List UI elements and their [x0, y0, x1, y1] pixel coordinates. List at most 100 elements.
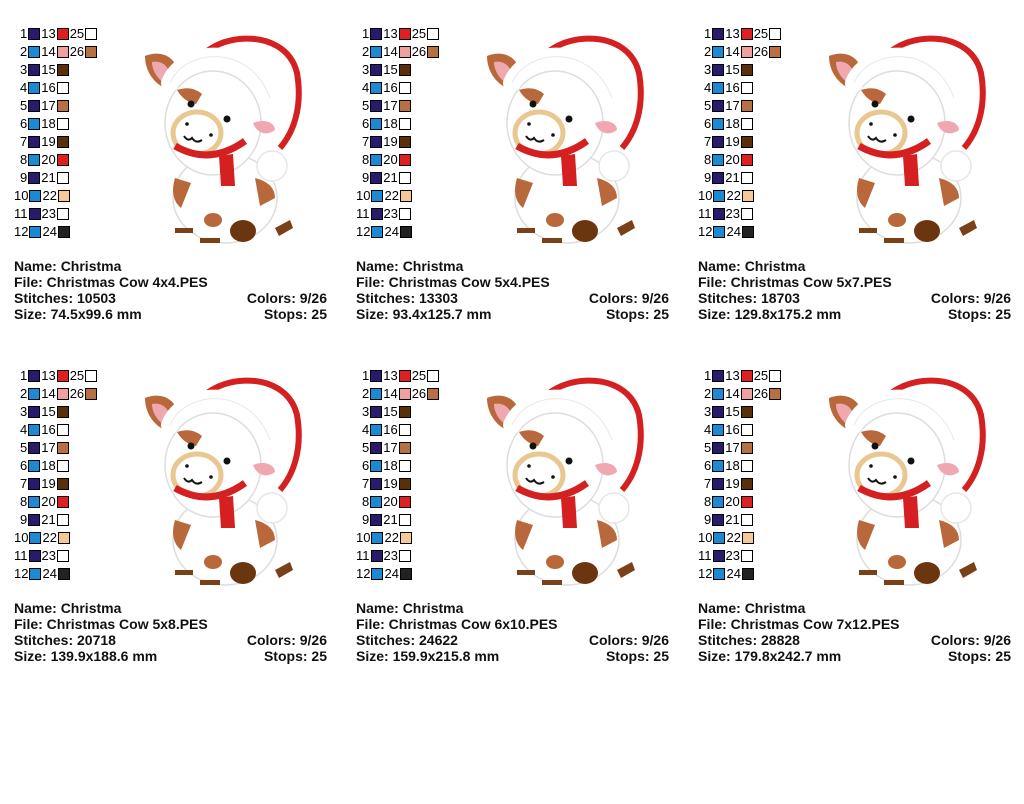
color-swatch: [370, 496, 383, 508]
color-swatch: [398, 82, 411, 94]
color-index: 25: [753, 26, 769, 41]
color-swatch-row: 3 15: [704, 62, 753, 78]
color-swatch: [398, 46, 411, 58]
color-swatch-row: 1 13 25: [20, 368, 98, 384]
color-swatch: [741, 568, 754, 580]
color-swatch-row: 9 21: [20, 512, 69, 528]
color-swatch: [398, 172, 411, 184]
color-index: 23: [725, 206, 740, 221]
color-index: 19: [41, 134, 56, 149]
color-swatch: [29, 568, 42, 580]
color-index: 10: [14, 530, 29, 545]
color-swatch-row: 5 17: [20, 440, 69, 456]
color-swatch: [28, 460, 41, 472]
color-swatch: [740, 118, 753, 130]
color-swatch: [712, 424, 725, 436]
color-swatch: [398, 460, 411, 472]
color-swatch: [712, 100, 725, 112]
size-field: Size: 139.9x188.6 mm: [14, 648, 158, 664]
color-swatch: [56, 208, 69, 220]
color-swatch: [28, 370, 41, 382]
color-swatch: [56, 478, 69, 490]
color-swatch-row: 4 16: [362, 422, 411, 438]
design-card: 1 13 25 2 14 26 3 15 4 16 5 17 6 18 7 19 8 20 9 21 10 22 11 23 1…: [0, 342, 342, 684]
color-index: 13: [383, 26, 398, 41]
color-swatch: [56, 424, 69, 436]
color-index: 12: [356, 566, 371, 581]
stitches-field: Stitches: 24622: [356, 632, 458, 648]
color-swatch: [57, 568, 70, 580]
size-field: Size: 93.4x125.7 mm: [356, 306, 492, 322]
color-swatch: [740, 388, 753, 400]
color-index: 11: [14, 206, 28, 221]
color-swatch-row: 4 16: [362, 80, 411, 96]
color-index: 9: [704, 170, 712, 185]
color-swatch-row: 8 20: [704, 152, 753, 168]
color-index: 25: [411, 26, 427, 41]
color-index: 21: [41, 512, 56, 527]
color-swatch: [28, 496, 41, 508]
color-index: 5: [362, 98, 370, 113]
color-index: 4: [362, 80, 370, 95]
stitches-field: Stitches: 10503: [14, 290, 116, 306]
color-swatch: [427, 46, 440, 58]
color-index: 25: [69, 368, 85, 383]
color-swatch: [370, 424, 383, 436]
color-index: 19: [383, 134, 398, 149]
colors-field: Colors: 9/26: [588, 290, 669, 306]
color-swatch: [712, 496, 725, 508]
color-swatch: [370, 82, 383, 94]
color-swatch-row: 8 20: [362, 152, 411, 168]
color-swatch: [712, 118, 725, 130]
color-index: 2: [20, 44, 28, 59]
color-index: 26: [69, 386, 85, 401]
color-swatch: [28, 118, 41, 130]
color-swatch-row: 5 17: [362, 440, 411, 456]
color-index: 3: [704, 404, 712, 419]
stops-field: Stops: 25: [605, 306, 669, 322]
color-swatch: [56, 136, 69, 148]
color-swatch: [28, 172, 41, 184]
color-swatch: [29, 226, 42, 238]
color-swatch: [398, 388, 411, 400]
embroidery-preview: [819, 370, 999, 592]
color-swatch: [427, 28, 440, 40]
color-swatch-row: 3 15: [362, 62, 411, 78]
color-index: 15: [383, 404, 398, 419]
color-swatch: [370, 388, 383, 400]
color-index: 19: [725, 476, 740, 491]
embroidery-preview: [477, 370, 657, 592]
color-swatch: [28, 406, 41, 418]
color-swatch: [56, 28, 69, 40]
color-index: 6: [704, 458, 712, 473]
color-swatch: [398, 136, 411, 148]
name-field: Name: Christma: [698, 600, 806, 616]
color-index: 14: [41, 386, 56, 401]
color-swatch-row: 8 20: [20, 494, 69, 510]
color-index: 18: [725, 116, 740, 131]
color-swatch: [56, 172, 69, 184]
color-swatch: [56, 64, 69, 76]
color-index: 24: [384, 224, 399, 239]
color-swatch: [740, 514, 753, 526]
color-swatch-row: 7 19: [704, 476, 753, 492]
color-swatch: [712, 550, 725, 562]
color-swatch: [28, 82, 41, 94]
color-swatch: [740, 424, 753, 436]
color-swatch-row: 5 17: [704, 440, 753, 456]
color-index: 5: [362, 440, 370, 455]
color-index: 12: [698, 566, 713, 581]
color-index: 12: [698, 224, 713, 239]
color-index: 2: [20, 386, 28, 401]
color-swatch-row: 1 13 25: [362, 26, 440, 42]
color-swatch: [371, 532, 384, 544]
color-swatch-row: 7 19: [20, 134, 69, 150]
design-card: 1 13 25 2 14 26 3 15 4 16 5 17 6 18 7 19 8 20 9 21 10 22 11 23 1…: [684, 0, 1024, 342]
stops-field: Stops: 25: [263, 648, 327, 664]
color-swatch: [740, 460, 753, 472]
color-index: 19: [41, 476, 56, 491]
color-swatch: [769, 46, 782, 58]
color-swatch: [399, 226, 412, 238]
color-swatch: [741, 532, 754, 544]
color-index: 26: [411, 44, 427, 59]
